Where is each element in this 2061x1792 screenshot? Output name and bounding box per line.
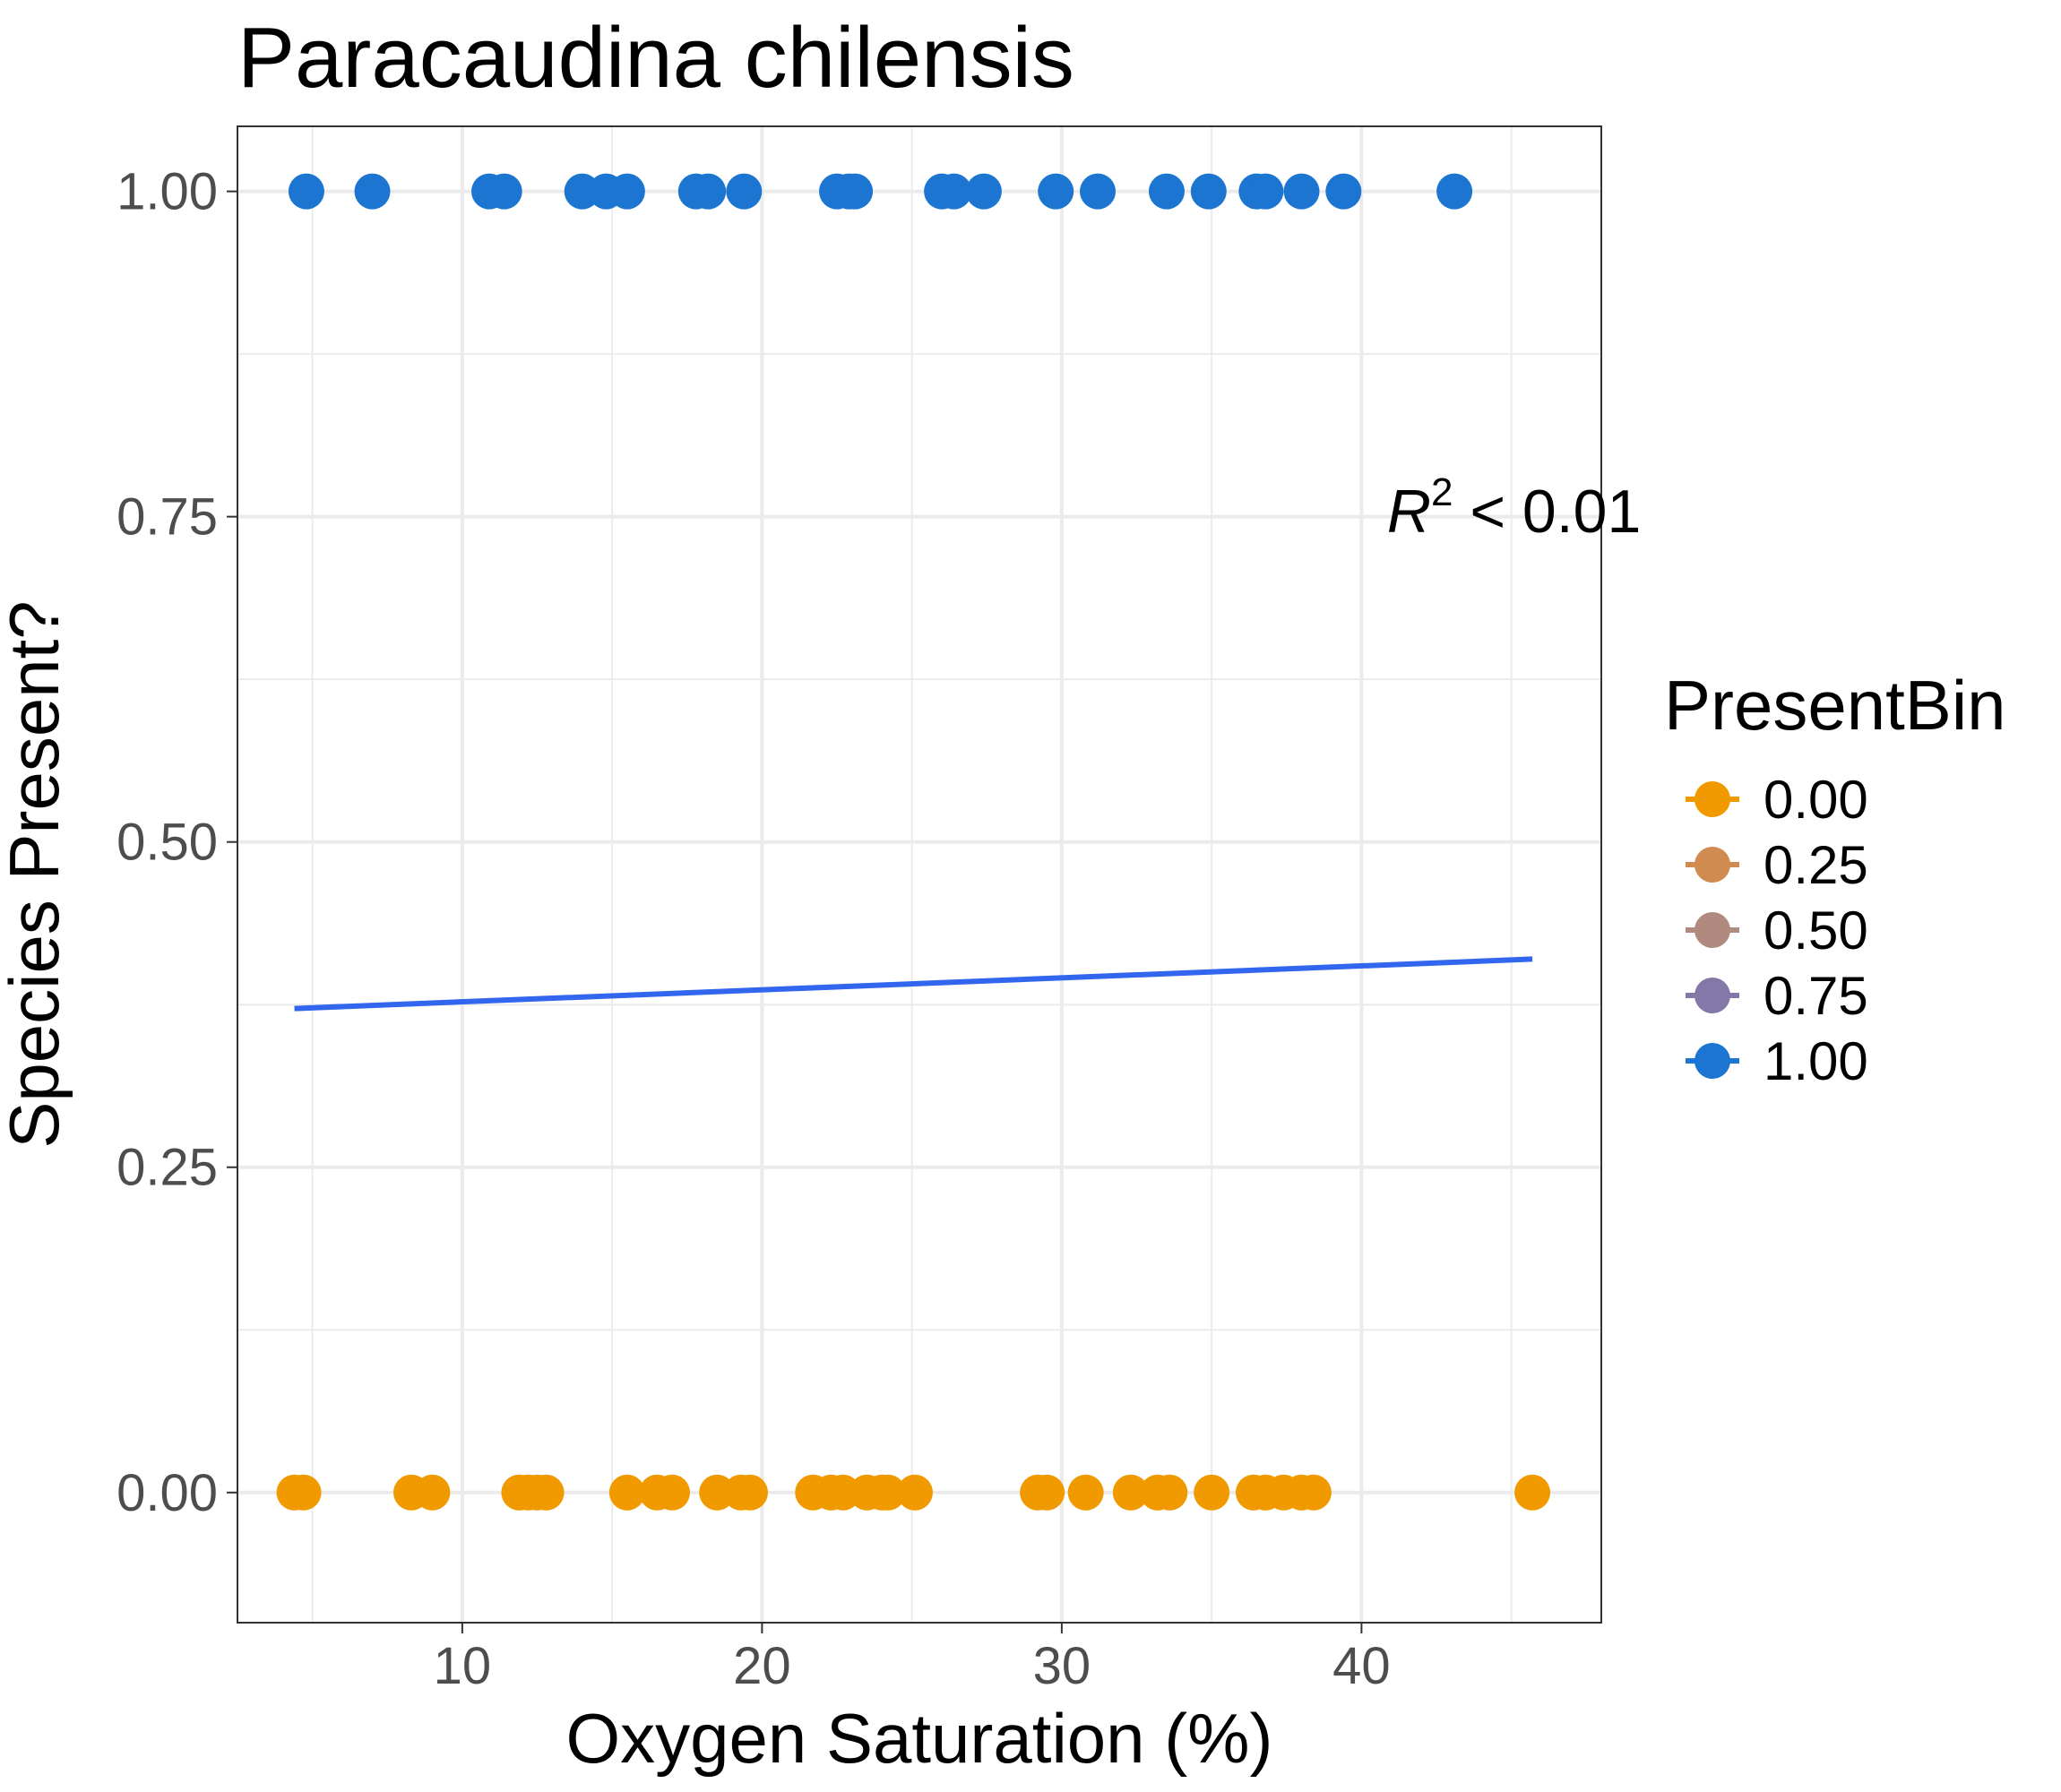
point-present [1148, 173, 1185, 210]
point-absent [528, 1474, 565, 1511]
point-absent [732, 1474, 769, 1511]
legend: PresentBin 0.000.250.500.751.00 [1664, 666, 2006, 1091]
point-absent [896, 1474, 933, 1511]
point-absent [1067, 1474, 1104, 1511]
x-tick-label: 20 [733, 1637, 791, 1695]
point-present [1080, 173, 1117, 210]
y-axis: 0.00 0.25 0.50 0.75 1.00 [116, 163, 237, 1522]
point-present [690, 173, 727, 210]
point-absent [1514, 1474, 1551, 1511]
point-absent [1151, 1474, 1188, 1511]
legend-label: 1.00 [1763, 1031, 1868, 1091]
plot-panel-border [237, 125, 1602, 1624]
trendline-layer [294, 956, 1533, 1012]
legend-title: PresentBin [1664, 666, 2006, 745]
legend-key-dot [1695, 1043, 1730, 1079]
point-present [1038, 173, 1074, 210]
x-tick-label: 30 [1033, 1637, 1091, 1695]
point-present [965, 173, 1002, 210]
point-present [1325, 173, 1362, 210]
r-squared-value: < 0.01 [1453, 478, 1641, 546]
point-present [1190, 173, 1227, 210]
point-present [726, 173, 763, 210]
chart-title: Paracaudina chilensis [237, 10, 1074, 106]
y-tick-label: 1.00 [116, 163, 218, 221]
point-absent [414, 1474, 451, 1511]
r-squared-symbol: R [1387, 478, 1431, 546]
point-present [1436, 173, 1473, 210]
y-tick-label: 0.75 [116, 488, 218, 547]
points-layer [276, 173, 1551, 1511]
point-present [837, 173, 874, 210]
legend-key-dot [1695, 912, 1730, 948]
point-absent [1029, 1474, 1065, 1511]
point-present [1283, 173, 1320, 210]
y-axis-title: Species Present? [0, 600, 73, 1148]
legend-key-dot [1695, 781, 1730, 817]
legend-key-dot [1695, 978, 1730, 1013]
trendline [294, 956, 1533, 1012]
x-axis-title: Oxygen Saturation (%) [565, 1699, 1272, 1778]
legend-key-dot [1695, 847, 1730, 883]
legend-label: 0.75 [1763, 966, 1868, 1026]
y-tick-label: 0.25 [116, 1139, 218, 1197]
point-absent [1295, 1474, 1332, 1511]
y-tick-label: 0.50 [116, 814, 218, 872]
legend-label: 0.50 [1763, 900, 1868, 961]
r-squared-annotation: R2 < 0.01 [1387, 470, 1641, 546]
legend-label: 0.00 [1763, 770, 1868, 830]
x-tick-label: 10 [434, 1637, 492, 1695]
point-present [1247, 173, 1284, 210]
x-axis: 10 20 30 40 [434, 1623, 1391, 1695]
point-absent [608, 1474, 645, 1511]
point-present [288, 173, 324, 210]
legend-label: 0.25 [1763, 835, 1868, 895]
x-tick-label: 40 [1332, 1637, 1391, 1695]
point-absent [654, 1474, 691, 1511]
point-present [486, 173, 522, 210]
point-absent [285, 1474, 322, 1511]
point-absent [1112, 1474, 1149, 1511]
y-tick-label: 0.00 [116, 1464, 218, 1522]
plot-background [237, 126, 1601, 1623]
r-squared-superscript: 2 [1431, 470, 1453, 514]
point-present [608, 173, 645, 210]
point-absent [1194, 1474, 1230, 1511]
point-present [354, 173, 391, 210]
point-absent [869, 1474, 906, 1511]
point-present [936, 173, 972, 210]
